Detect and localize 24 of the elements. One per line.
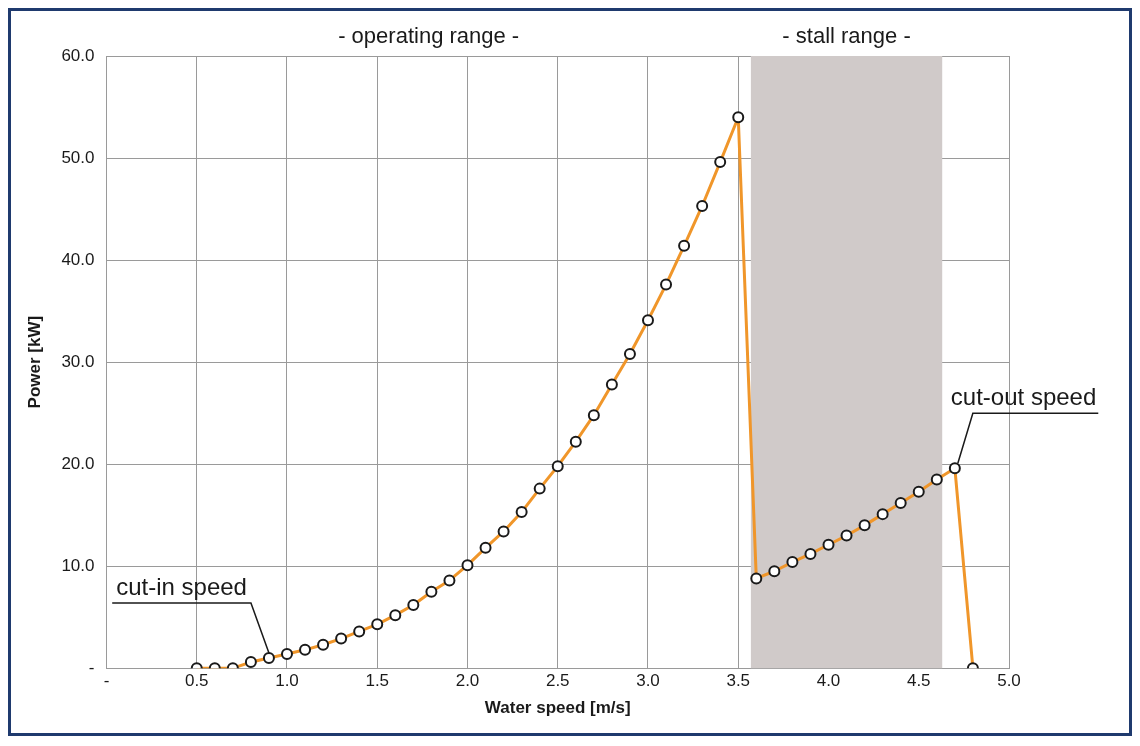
y-tick-label: 50.0 [61,147,95,167]
x-tick-label: 2.5 [545,671,570,691]
x-axis-title: Water speed [m/s] [484,698,631,718]
y-axis-title: Power [kW] [24,315,44,409]
x-tick-label: 3.0 [636,671,660,691]
x-tick-label: - [103,671,110,691]
band-label: - stall range - [782,23,911,49]
x-tick-label: 3.5 [726,671,751,691]
y-tick-label: 40.0 [61,249,95,269]
x-tick-label: 5.0 [997,671,1021,691]
y-tick-label: 60.0 [61,45,95,65]
x-tick-label: 1.0 [275,671,299,691]
y-tick-label: 30.0 [61,351,95,371]
x-tick-label: 2.0 [455,671,480,691]
x-tick-label: 4.5 [906,671,931,691]
x-tick-label: 0.5 [184,671,209,691]
y-tick-label: 20.0 [61,453,95,473]
y-tick-label: - [88,657,95,677]
y-tick-label: 10.0 [61,555,95,575]
text: - operating range - [338,23,520,49]
x-tick-label: 1.5 [365,671,390,691]
annotation: cut-out speed [950,382,1097,410]
x-tick-label: 4.0 [816,671,841,691]
annotation: cut-in speed [116,572,247,600]
